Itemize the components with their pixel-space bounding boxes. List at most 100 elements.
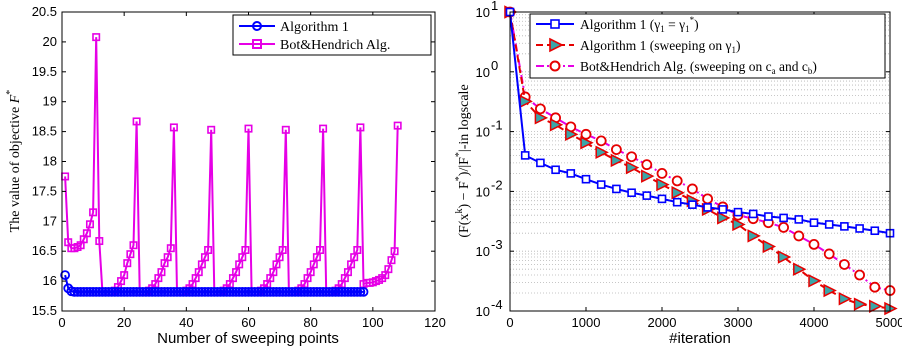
left-point-algorithm1: [165, 286, 176, 297]
left-point-algorithm1: [224, 286, 235, 297]
left-point-bothendrich: [343, 268, 352, 277]
left-point-bothendrich: [393, 121, 402, 130]
left-point-bothendrich: [129, 241, 138, 250]
left-point-algorithm1: [60, 270, 71, 281]
right-x-tick-label: 5000: [876, 315, 902, 330]
right-y-tick-exponent: 0: [491, 58, 498, 73]
left-point-algorithm1: [125, 286, 136, 297]
right-point-bothendrich: [778, 222, 789, 233]
legend-label-alg1-sweep: Algorithm 1 (sweeping on γ1): [580, 38, 740, 55]
left-point-algorithm1: [311, 286, 322, 297]
left-point-algorithm1: [274, 286, 285, 297]
left-point-algorithm1: [315, 286, 325, 297]
left-point-algorithm1: [333, 286, 344, 297]
right-point-alg1-gamma: [672, 197, 682, 207]
left-point-bothendrich: [166, 244, 175, 253]
left-point-algorithm1: [153, 286, 164, 297]
right-point-bothendrich: [687, 183, 698, 195]
left-point-bothendrich: [319, 124, 328, 133]
right-point-bothendrich: [839, 259, 850, 270]
right-point-alg1-sweep: [717, 211, 731, 225]
left-point-algorithm1: [181, 286, 192, 297]
right-x-axis-label: #iteration: [669, 330, 731, 347]
left-point-algorithm1: [243, 286, 254, 297]
right-point-alg1-gamma: [718, 205, 728, 214]
left-point-algorithm1: [290, 286, 301, 297]
left-point-algorithm1: [358, 286, 369, 297]
left-x-tick-label: 20: [117, 315, 131, 330]
right-point-alg1-gamma: [703, 203, 712, 212]
right-point-alg1-sweep: [838, 292, 853, 306]
left-point-algorithm1: [209, 286, 220, 297]
left-point-algorithm1: [284, 286, 294, 297]
left-y-tick-label: 19: [43, 94, 57, 109]
right-point-alg1-gamma: [520, 151, 530, 160]
left-point-algorithm1: [137, 286, 148, 297]
left-point-algorithm1: [259, 286, 269, 297]
left-point-algorithm1: [206, 286, 217, 297]
left-point-algorithm1: [339, 286, 350, 297]
left-point-algorithm1: [159, 286, 170, 297]
left-point-algorithm1: [131, 286, 142, 297]
left-point-algorithm1: [355, 286, 366, 297]
left-point-algorithm1: [302, 286, 313, 297]
right-point-alg1-sweep: [580, 136, 594, 150]
right-y-tick-exponent: -1: [491, 118, 503, 133]
left-point-bothendrich: [92, 33, 101, 42]
left-x-tick-label: 80: [303, 315, 317, 330]
right-point-alg1-gamma: [551, 165, 560, 175]
right-point-alg1-sweep: [625, 160, 640, 175]
left-point-bothendrich: [390, 247, 399, 256]
right-point-bothendrich: [869, 281, 881, 293]
left-point-algorithm1: [85, 286, 95, 297]
left-point-algorithm1: [215, 286, 226, 297]
right-x-tick-label: 1000: [572, 315, 601, 330]
right-point-alg1-gamma: [536, 158, 545, 168]
left-point-algorithm1: [268, 286, 279, 297]
right-point-alg1-sweep: [656, 177, 670, 192]
left-ticks-group: 0 20 40 60 80 100 120 15.5 16 16.5 17 17.5 18 18.5 19 1…: [32, 4, 446, 330]
right-point-alg1-gamma: [870, 226, 880, 236]
right-y-tick-exponent: -2: [491, 177, 503, 192]
left-point-bothendrich: [232, 268, 241, 277]
left-point-algorithm1: [106, 286, 117, 297]
left-point-bothendrich: [89, 208, 98, 217]
left-point-algorithm1: [144, 286, 154, 297]
left-point-bothendrich: [241, 246, 250, 255]
left-point-algorithm1: [336, 286, 347, 297]
left-point-algorithm1: [237, 286, 248, 297]
left-point-algorithm1: [265, 286, 276, 297]
right-point-bothendrich: [671, 175, 683, 187]
left-y-tick-label: 15.5: [32, 303, 57, 318]
right-point-alg1-sweep: [610, 153, 625, 168]
right-point-alg1-sweep: [549, 118, 564, 132]
legend-label-alg1-gamma: Algorithm 1 (γ1 = γ1*): [580, 15, 699, 34]
right-point-alg1-gamma: [642, 191, 652, 200]
right-point-bothendrich: [580, 128, 592, 140]
left-point-algorithm1: [184, 286, 195, 297]
left-point-algorithm1: [97, 286, 108, 297]
left-point-algorithm1: [88, 286, 98, 297]
right-y-tick-label: 10: [476, 304, 490, 319]
right-point-alg1-gamma: [733, 207, 743, 217]
left-point-bothendrich: [169, 123, 178, 132]
left-point-algorithm1: [231, 286, 241, 297]
right-point-alg1-gamma: [840, 222, 849, 231]
right-y-tick-label: 10: [476, 244, 490, 259]
right-point-alg1-sweep: [853, 297, 868, 311]
right-y-tick-label: 10: [476, 65, 490, 80]
left-point-bothendrich: [126, 250, 135, 259]
right-point-alg1-sweep: [808, 274, 822, 288]
right-point-bothendrich: [793, 230, 805, 242]
legend-marker-bothendrich: [252, 39, 262, 49]
left-point-bothendrich: [120, 271, 129, 280]
left-point-bothendrich: [315, 246, 324, 255]
left-x-tick-label: 40: [179, 315, 193, 330]
right-point-alg1-gamma: [855, 224, 864, 233]
left-point-algorithm1: [175, 286, 186, 297]
right-point-bothendrich: [641, 159, 653, 171]
right-point-alg1-sweep: [595, 145, 609, 160]
left-point-algorithm1: [200, 286, 210, 297]
right-point-alg1-gamma: [764, 212, 773, 221]
left-point-bothendrich: [157, 268, 166, 277]
